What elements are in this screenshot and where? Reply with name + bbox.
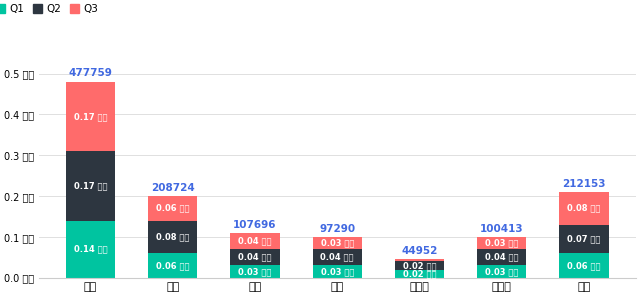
Text: 0.17 百万: 0.17 百万 [74,181,108,190]
Text: 0.06 百万: 0.06 百万 [567,261,601,270]
Bar [395,261,444,269]
Bar [559,253,609,278]
Bar [312,249,362,266]
Bar [559,192,609,225]
Text: 0.03 百万: 0.03 百万 [485,239,518,247]
Bar [230,266,280,278]
Bar [230,233,280,249]
Text: 0.04 百万: 0.04 百万 [238,253,272,262]
Bar [477,249,527,266]
Text: 212153: 212153 [563,179,606,189]
Text: 107696: 107696 [233,220,276,229]
Text: 0.03 百万: 0.03 百万 [485,267,518,276]
Text: 0.08 百万: 0.08 百万 [567,204,601,213]
Bar [559,225,609,253]
Text: 0.06 百万: 0.06 百万 [156,261,189,270]
Bar [66,82,115,151]
Bar [477,266,527,278]
Text: 0.04 百万: 0.04 百万 [321,253,354,262]
Text: 208724: 208724 [151,183,195,193]
Text: 0.06 百万: 0.06 百万 [156,204,189,213]
Bar [230,249,280,266]
Text: 97290: 97290 [319,223,355,234]
Bar [312,266,362,278]
Bar [148,253,197,278]
Bar [148,221,197,253]
Bar [312,237,362,249]
Text: 0.07 百万: 0.07 百万 [567,234,601,243]
Bar [477,237,527,249]
Text: 0.08 百万: 0.08 百万 [156,232,189,241]
Text: 0.03 百万: 0.03 百万 [238,267,271,276]
Bar [395,269,444,278]
Bar [395,259,444,261]
Text: 44952: 44952 [401,246,438,256]
Bar [66,151,115,221]
Text: 100413: 100413 [480,223,524,234]
Text: 0.03 百万: 0.03 百万 [321,239,354,247]
Legend: Q1, Q2, Q3: Q1, Q2, Q3 [0,4,98,14]
Bar [66,221,115,278]
Text: 0.02 百万: 0.02 百万 [403,269,436,278]
Text: 0.02 百万: 0.02 百万 [403,261,436,270]
Text: 0.04 百万: 0.04 百万 [485,253,518,262]
Text: 0.14 百万: 0.14 百万 [74,244,108,254]
Text: 477759: 477759 [68,68,113,78]
Bar [148,196,197,221]
Text: 0.17 百万: 0.17 百万 [74,112,108,121]
Text: 0.03 百万: 0.03 百万 [321,267,354,276]
Text: 0.04 百万: 0.04 百万 [238,237,272,245]
